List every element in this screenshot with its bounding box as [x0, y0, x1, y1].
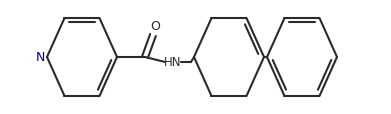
Text: O: O [150, 19, 160, 32]
Text: N: N [35, 51, 45, 64]
Text: HN: HN [164, 56, 182, 69]
